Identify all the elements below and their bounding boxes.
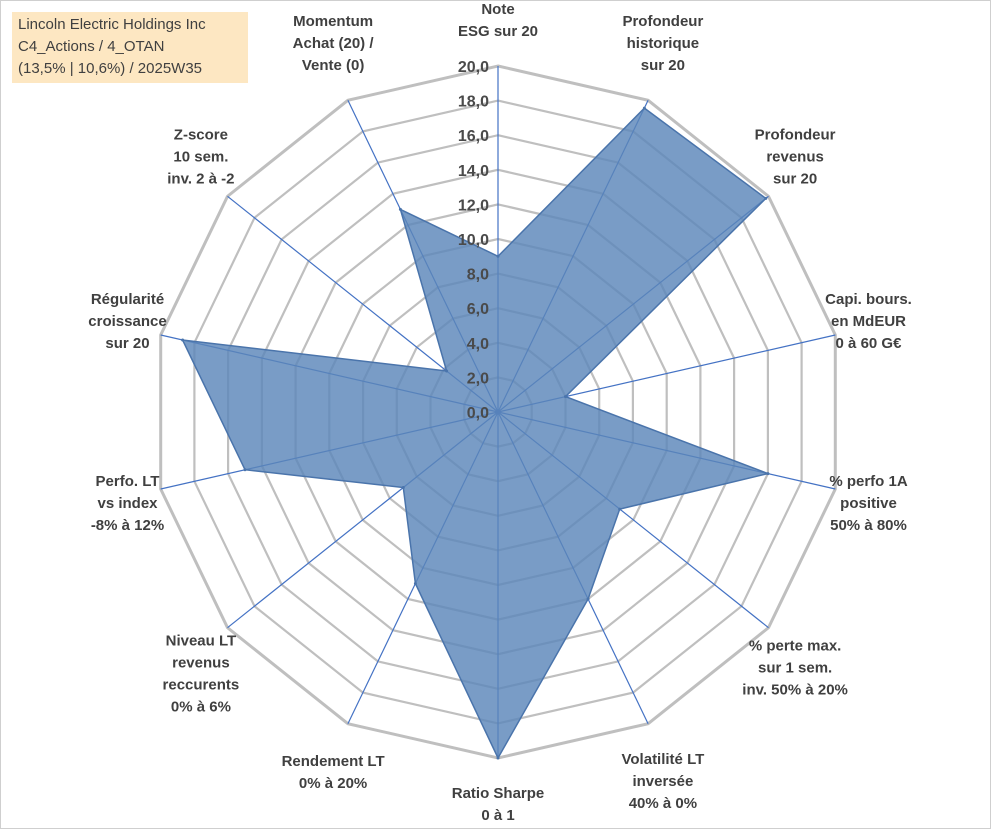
data-point [496, 254, 500, 258]
axis-label: Perfo. LT vs index -8% à 12% [91, 473, 164, 534]
axis-label: Momentum Achat (20) / Vente (0) [293, 13, 375, 74]
axis-label: Profondeur historique sur 20 [622, 13, 703, 74]
radial-tick-label: 10,0 [458, 232, 489, 249]
radial-tick-labels: 0,0 2,0 4,0 6,0 8,0 10,0 12,0 14,0 16,0 18,0 20,0 [458, 59, 489, 422]
data-point [766, 472, 770, 476]
radial-tick-label: 12,0 [458, 197, 489, 214]
data-point [243, 468, 247, 472]
data-point [618, 507, 622, 511]
axis-label: Régularité croissance sur 20 [88, 291, 166, 352]
axis-label: Niveau LT revenus reccurents 0% à 6% [163, 633, 240, 716]
axis-labels: Note ESG sur 20 Profondeur historique sur 20… [88, 1, 912, 824]
axis-label: Ratio Sharpe 0 à 1 [452, 785, 545, 824]
axis-label: % perfo 1A positive 50% à 80% [829, 473, 908, 534]
axis-label: Note ESG sur 20 [458, 1, 538, 40]
axis-label: Profondeur revenus sur 20 [755, 127, 836, 188]
radial-tick-label: 18,0 [458, 94, 489, 111]
chart-title-box: Lincoln Electric Holdings Inc C4_Actions… [12, 12, 248, 83]
radial-tick-label: 8,0 [467, 267, 489, 284]
data-point [413, 582, 417, 585]
data-point [586, 597, 590, 601]
axis-label: Capi. bours. en MdEUR 0 à 60 G€ [825, 291, 912, 352]
axis-label: % perte max. sur 1 sem. inv. 50% à 20% [742, 637, 848, 698]
data-point [764, 196, 768, 200]
axis-label: Rendement LT 0% à 20% [282, 753, 385, 792]
radial-tick-label: 6,0 [467, 301, 489, 318]
series [181, 106, 771, 760]
data-point [496, 756, 500, 760]
data-point [445, 369, 449, 373]
radial-tick-label: 20,0 [458, 59, 489, 76]
data-point [642, 106, 646, 110]
radial-tick-label: 2,0 [467, 370, 489, 387]
title-line-category: C4_Actions / 4_OTAN [18, 38, 165, 55]
data-point [398, 207, 402, 211]
radial-tick-label: 16,0 [458, 128, 489, 145]
title-line-stats: (13,5% | 10,6%) / 2025W35 [18, 60, 202, 77]
title-line-company: Lincoln Electric Holdings Inc [18, 16, 206, 33]
data-point [564, 395, 567, 399]
radial-tick-label: 0,0 [467, 405, 489, 422]
radial-tick-label: 14,0 [458, 163, 489, 180]
radial-tick-label: 4,0 [467, 336, 489, 353]
axis-label: Volatilité LT inversée 40% à 0% [622, 751, 705, 812]
data-point [181, 338, 185, 342]
axis-label: Z-score 10 sem. inv. 2 à -2 [167, 127, 234, 188]
data-point [401, 486, 405, 489]
